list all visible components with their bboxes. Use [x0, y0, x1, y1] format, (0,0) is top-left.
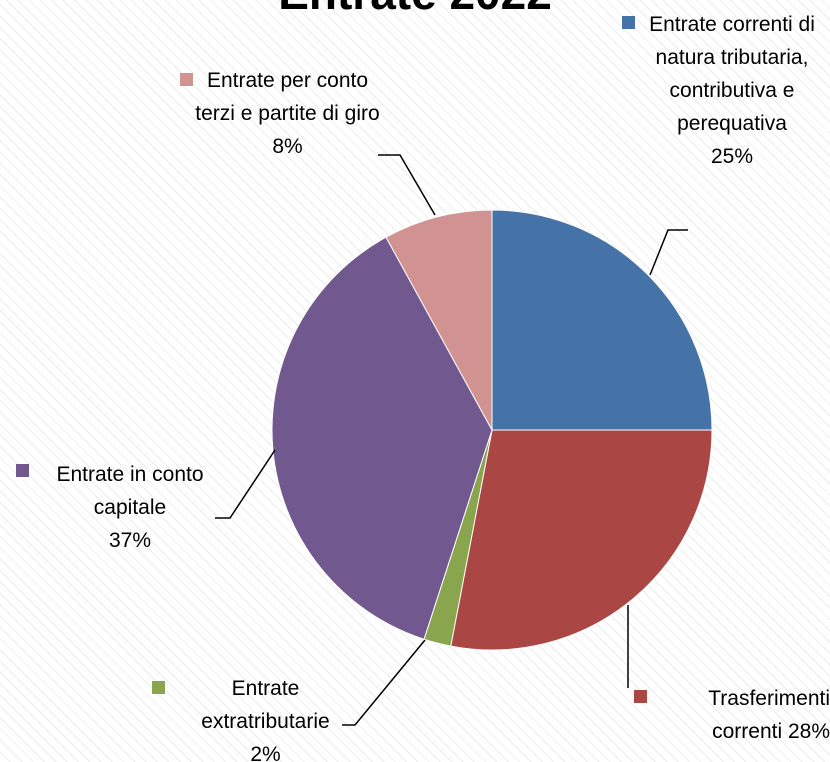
pie-slice — [271, 236, 493, 640]
value-label: 2% — [250, 743, 281, 762]
slice-label: Trasferimenti correnti 28% — [640, 682, 830, 748]
category-label: Entrate in conto capitale — [56, 463, 204, 519]
value-label: 25% — [710, 145, 754, 168]
value-label: 37% — [108, 529, 152, 552]
category-label: Trasferimenti correnti — [708, 687, 830, 743]
slice-label: Entrate per conto terzi e partite di gir… — [195, 64, 380, 163]
slice-label: Entrate correnti di natura tributaria, c… — [642, 8, 822, 173]
legend-marker — [16, 464, 29, 477]
category-label: Entrate per conto terzi e partite di gir… — [195, 69, 380, 125]
leader-line — [342, 639, 426, 726]
slice-label: Entrate extratributarie 2% — [168, 672, 363, 762]
category-label: Entrate correnti di natura tributaria, c… — [649, 13, 815, 135]
leader-line — [649, 229, 688, 276]
pie-slice — [450, 429, 713, 651]
legend-marker — [622, 16, 635, 29]
legend-marker — [634, 690, 647, 703]
slice-label: Entrate in conto capitale 37% — [30, 458, 230, 557]
leader-line — [378, 154, 436, 216]
chart-title: Entrate 2022 — [0, 0, 830, 20]
pie-slice — [385, 209, 493, 431]
legend-marker — [180, 73, 193, 86]
category-label: Entrate extratributarie — [201, 677, 330, 733]
value-label: 8% — [272, 135, 303, 158]
value-label: 28% — [787, 720, 830, 743]
leader-line — [215, 449, 276, 519]
pie-slice — [491, 209, 713, 431]
legend-marker — [152, 681, 165, 694]
